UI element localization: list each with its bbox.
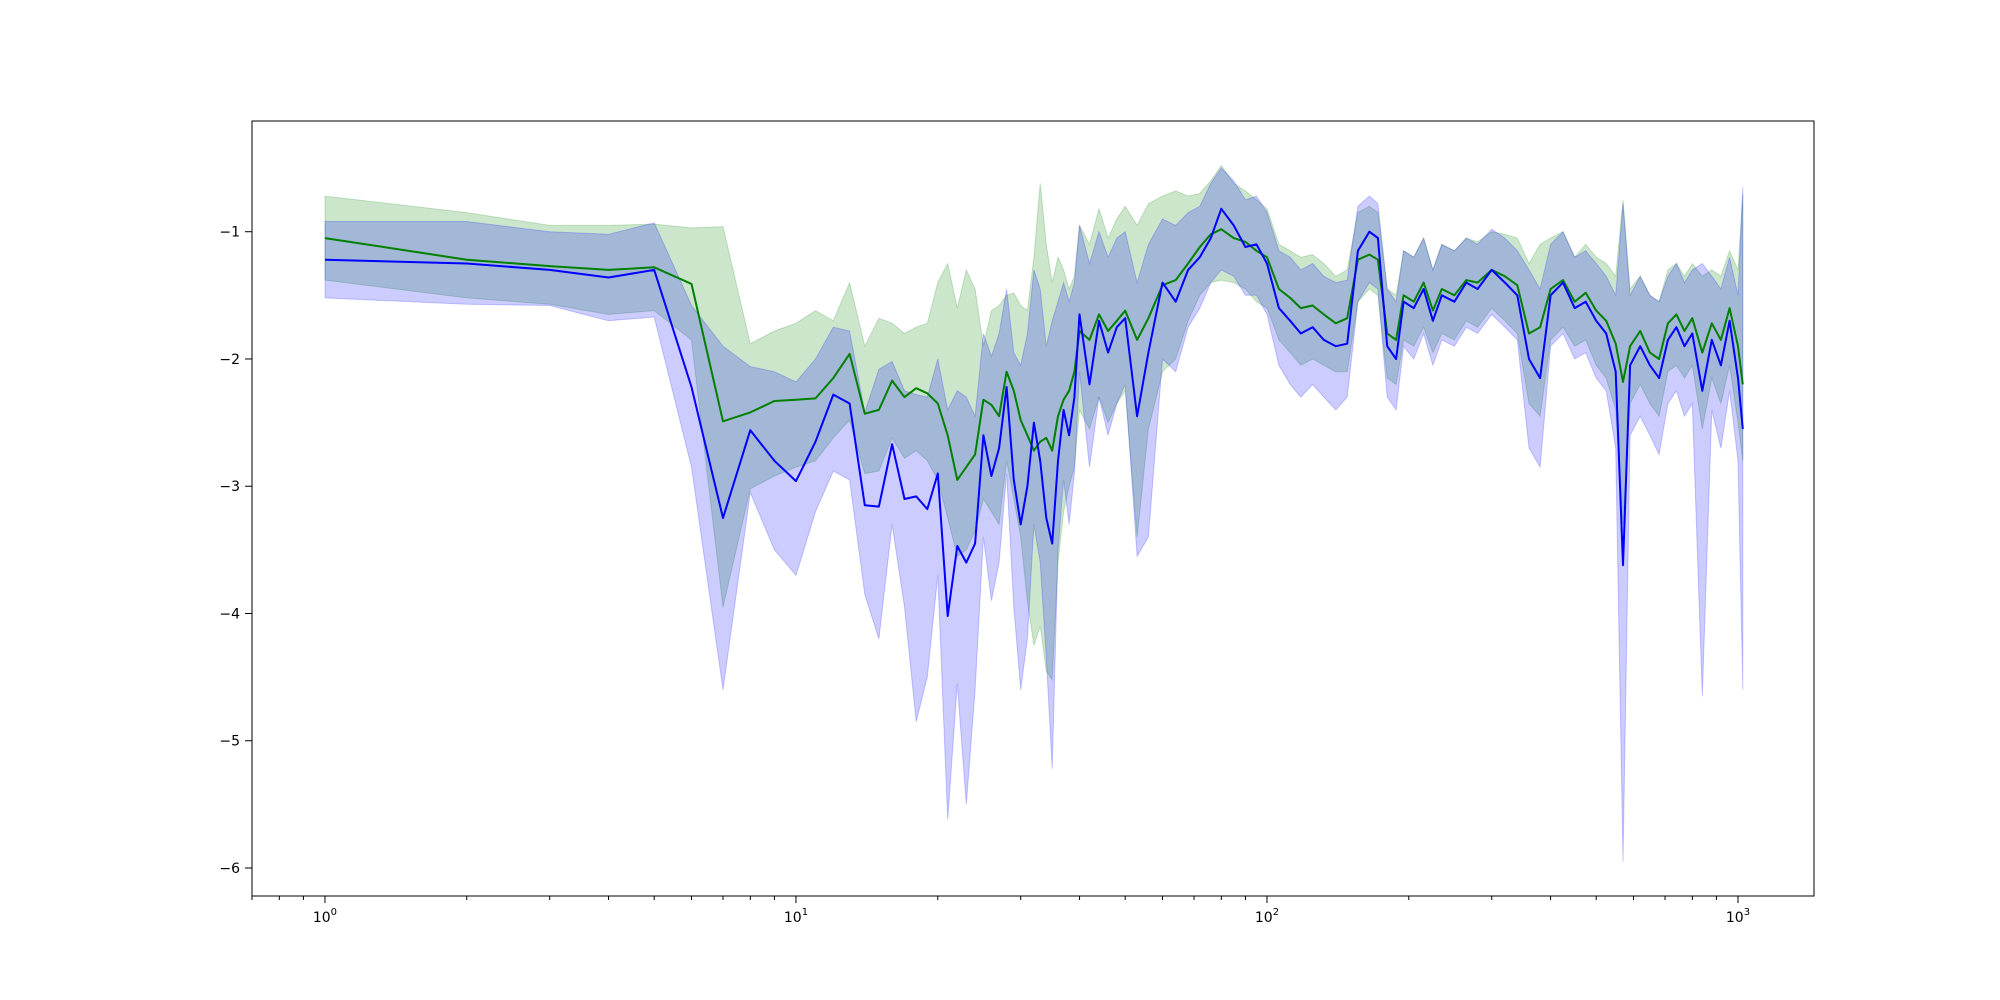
x-axis: 100 101 102 103 <box>251 896 1750 926</box>
series-0-line <box>324 228 1744 481</box>
series-lines <box>324 207 1744 617</box>
y-tick-label: −3 <box>219 479 240 495</box>
plot-background <box>252 121 1814 896</box>
series-1-line <box>324 207 1744 617</box>
x-tick-label: 100 <box>313 907 337 926</box>
series-1-band <box>324 167 1744 862</box>
y-tick-label: −2 <box>219 352 240 368</box>
y-tick-label: −4 <box>219 606 240 622</box>
x-tick-label: 102 <box>1255 907 1279 926</box>
y-tick-label: −5 <box>219 734 240 750</box>
y-axis: −1 −2 −3 −4 −5 −6 <box>219 225 252 877</box>
plot-frame <box>251 120 1815 897</box>
y-tick-label: −6 <box>219 861 240 877</box>
y-tick-label: −1 <box>219 225 240 241</box>
x-tick-label: 103 <box>1726 907 1750 926</box>
x-tick-label: 101 <box>784 907 808 926</box>
